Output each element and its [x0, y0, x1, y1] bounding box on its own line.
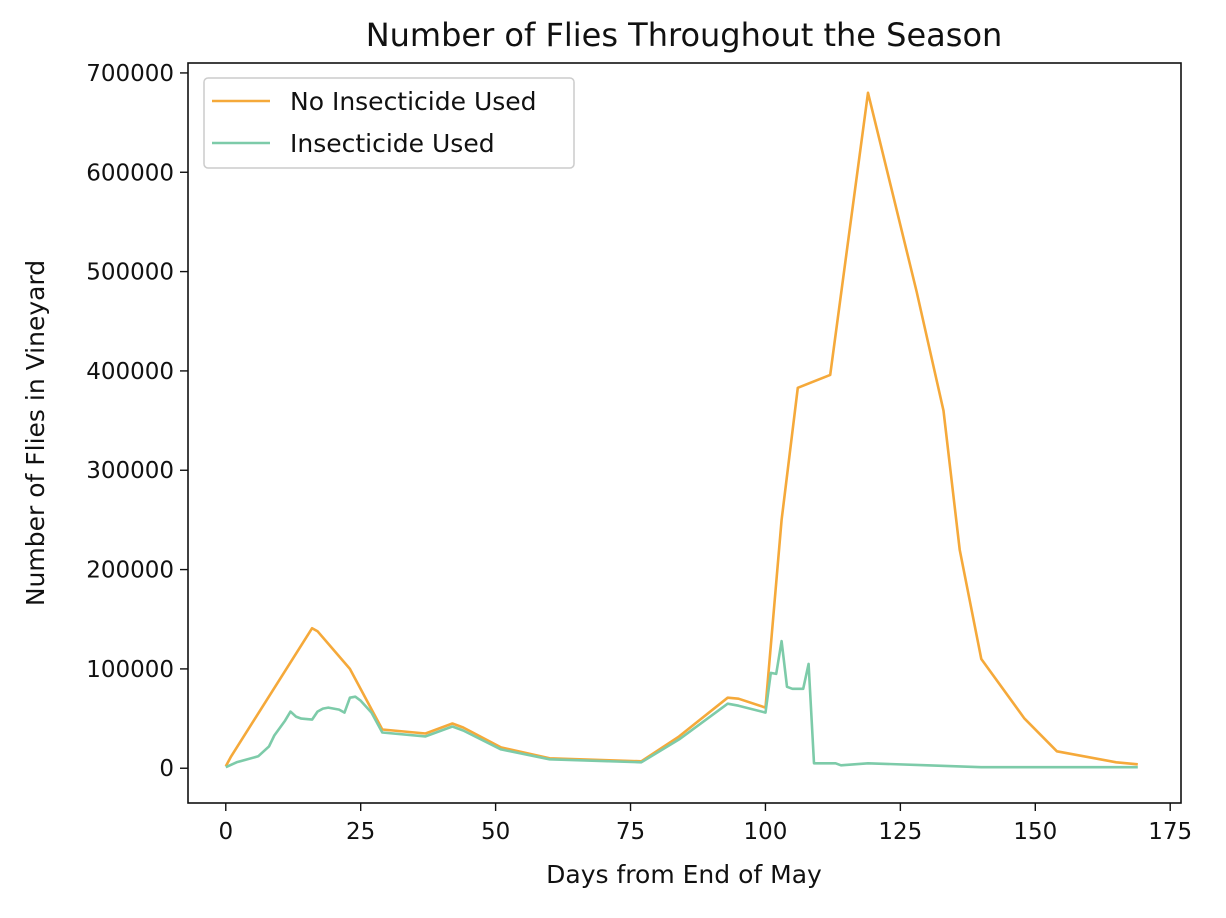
- legend-box: [203, 77, 575, 169]
- y-tick-label: 400000: [86, 359, 174, 385]
- y-tick-label: 300000: [86, 458, 174, 484]
- x-tick-label: 75: [616, 819, 645, 845]
- y-tick-label: 100000: [86, 657, 174, 683]
- plot-area: [224, 91, 1138, 769]
- y-tick-label: 0: [159, 756, 174, 782]
- legend-label-insecticide: Insecticide Used: [290, 129, 495, 158]
- series-line-0: [224, 91, 1138, 767]
- x-tick-label: 150: [1013, 819, 1057, 845]
- x-axis-label: Days from End of May: [546, 860, 822, 889]
- series-line-1: [225, 639, 1138, 769]
- y-tick-label: 200000: [86, 558, 174, 584]
- x-tick-label: 25: [346, 819, 375, 845]
- legend: No Insecticide Used Insecticide Used: [203, 77, 575, 169]
- y-tick-label: 700000: [86, 61, 174, 87]
- chart-title: Number of Flies Throughout the Season: [366, 16, 1003, 54]
- x-tick-label: 50: [481, 819, 510, 845]
- plot-frame: [187, 62, 1182, 804]
- x-tick-label: 100: [743, 819, 787, 845]
- y-axis-label: Number of Flies in Vineyard: [21, 260, 50, 606]
- y-tick-label: 500000: [86, 260, 174, 286]
- y-axis: 0 100000 200000 300000 400000 500000 600000 700…: [86, 61, 188, 782]
- x-tick-label: 175: [1148, 819, 1192, 845]
- x-tick-label: 0: [218, 819, 233, 845]
- legend-label-no-insecticide: No Insecticide Used: [290, 87, 537, 116]
- x-axis: 0 25 50 75 100 125 150 175: [218, 803, 1192, 845]
- x-tick-label: 125: [878, 819, 922, 845]
- y-tick-label: 600000: [86, 160, 174, 186]
